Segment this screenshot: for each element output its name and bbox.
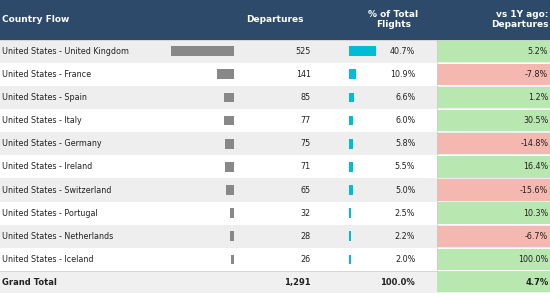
FancyBboxPatch shape: [0, 178, 550, 202]
FancyBboxPatch shape: [437, 202, 550, 224]
FancyBboxPatch shape: [0, 63, 550, 86]
FancyBboxPatch shape: [349, 93, 354, 102]
Text: 28: 28: [301, 232, 311, 241]
Text: 4.7%: 4.7%: [525, 277, 548, 287]
Text: -14.8%: -14.8%: [520, 139, 548, 148]
Text: 2.0%: 2.0%: [395, 255, 415, 264]
FancyBboxPatch shape: [349, 139, 353, 149]
Text: -15.6%: -15.6%: [520, 185, 548, 195]
FancyBboxPatch shape: [437, 110, 550, 131]
Text: 141: 141: [296, 70, 311, 79]
FancyBboxPatch shape: [170, 46, 234, 56]
FancyBboxPatch shape: [437, 64, 550, 85]
FancyBboxPatch shape: [349, 231, 351, 241]
FancyBboxPatch shape: [230, 208, 234, 218]
FancyBboxPatch shape: [0, 40, 550, 63]
FancyBboxPatch shape: [0, 225, 550, 248]
Text: 75: 75: [300, 139, 311, 148]
Text: vs 1Y ago:
Departures: vs 1Y ago: Departures: [491, 10, 548, 30]
Text: -6.7%: -6.7%: [525, 232, 548, 241]
Text: Departures: Departures: [246, 15, 304, 24]
Text: Grand Total: Grand Total: [2, 277, 57, 287]
Text: United States - Switzerland: United States - Switzerland: [2, 185, 111, 195]
FancyBboxPatch shape: [0, 271, 550, 293]
FancyBboxPatch shape: [0, 202, 550, 225]
FancyBboxPatch shape: [437, 40, 550, 62]
Text: United States - Germany: United States - Germany: [2, 139, 101, 148]
FancyBboxPatch shape: [437, 226, 550, 247]
Text: 26: 26: [301, 255, 311, 264]
Text: United States - Italy: United States - Italy: [2, 116, 81, 125]
Text: 100.0%: 100.0%: [518, 255, 548, 264]
FancyBboxPatch shape: [349, 46, 376, 56]
FancyBboxPatch shape: [230, 255, 234, 264]
Text: 6.6%: 6.6%: [395, 93, 415, 102]
FancyBboxPatch shape: [225, 162, 234, 172]
Text: 40.7%: 40.7%: [390, 47, 415, 56]
Text: 100.0%: 100.0%: [381, 277, 415, 287]
Text: 5.8%: 5.8%: [395, 139, 415, 148]
FancyBboxPatch shape: [349, 208, 351, 218]
FancyBboxPatch shape: [230, 231, 234, 241]
Text: 10.3%: 10.3%: [523, 209, 548, 218]
FancyBboxPatch shape: [225, 139, 234, 149]
FancyBboxPatch shape: [224, 116, 234, 125]
FancyBboxPatch shape: [223, 93, 234, 102]
Text: United States - Netherlands: United States - Netherlands: [2, 232, 113, 241]
Text: 6.0%: 6.0%: [395, 116, 415, 125]
FancyBboxPatch shape: [226, 185, 234, 195]
FancyBboxPatch shape: [437, 272, 550, 292]
Text: 5.0%: 5.0%: [395, 185, 415, 195]
Text: 77: 77: [300, 116, 311, 125]
Text: 71: 71: [301, 162, 311, 171]
Text: 30.5%: 30.5%: [523, 116, 548, 125]
Text: United States - Iceland: United States - Iceland: [2, 255, 93, 264]
Text: 2.2%: 2.2%: [395, 232, 415, 241]
FancyBboxPatch shape: [437, 249, 550, 270]
FancyBboxPatch shape: [349, 185, 353, 195]
Text: United States - United Kingdom: United States - United Kingdom: [2, 47, 129, 56]
Text: Country Flow: Country Flow: [2, 15, 69, 24]
Text: 65: 65: [301, 185, 311, 195]
FancyBboxPatch shape: [349, 255, 350, 264]
Text: % of Total
Flights: % of Total Flights: [368, 10, 419, 30]
Text: 525: 525: [295, 47, 311, 56]
Text: 32: 32: [301, 209, 311, 218]
FancyBboxPatch shape: [349, 162, 353, 172]
Text: 1.2%: 1.2%: [528, 93, 548, 102]
Text: 1,291: 1,291: [284, 277, 311, 287]
FancyBboxPatch shape: [0, 155, 550, 178]
Text: United States - Ireland: United States - Ireland: [2, 162, 92, 171]
FancyBboxPatch shape: [437, 133, 550, 154]
Text: 2.5%: 2.5%: [395, 209, 415, 218]
Text: United States - Portugal: United States - Portugal: [2, 209, 97, 218]
FancyBboxPatch shape: [437, 156, 550, 178]
FancyBboxPatch shape: [437, 179, 550, 201]
FancyBboxPatch shape: [0, 109, 550, 132]
Text: -7.8%: -7.8%: [525, 70, 548, 79]
FancyBboxPatch shape: [0, 132, 550, 155]
FancyBboxPatch shape: [217, 69, 234, 79]
Text: 5.5%: 5.5%: [395, 162, 415, 171]
Text: United States - Spain: United States - Spain: [2, 93, 86, 102]
FancyBboxPatch shape: [437, 87, 550, 108]
FancyBboxPatch shape: [0, 86, 550, 109]
Text: 5.2%: 5.2%: [528, 47, 548, 56]
FancyBboxPatch shape: [349, 116, 353, 125]
Text: United States - France: United States - France: [2, 70, 91, 79]
Text: 85: 85: [301, 93, 311, 102]
FancyBboxPatch shape: [349, 69, 356, 79]
Text: 16.4%: 16.4%: [523, 162, 548, 171]
Text: 10.9%: 10.9%: [390, 70, 415, 79]
FancyBboxPatch shape: [0, 0, 550, 40]
FancyBboxPatch shape: [0, 248, 550, 271]
